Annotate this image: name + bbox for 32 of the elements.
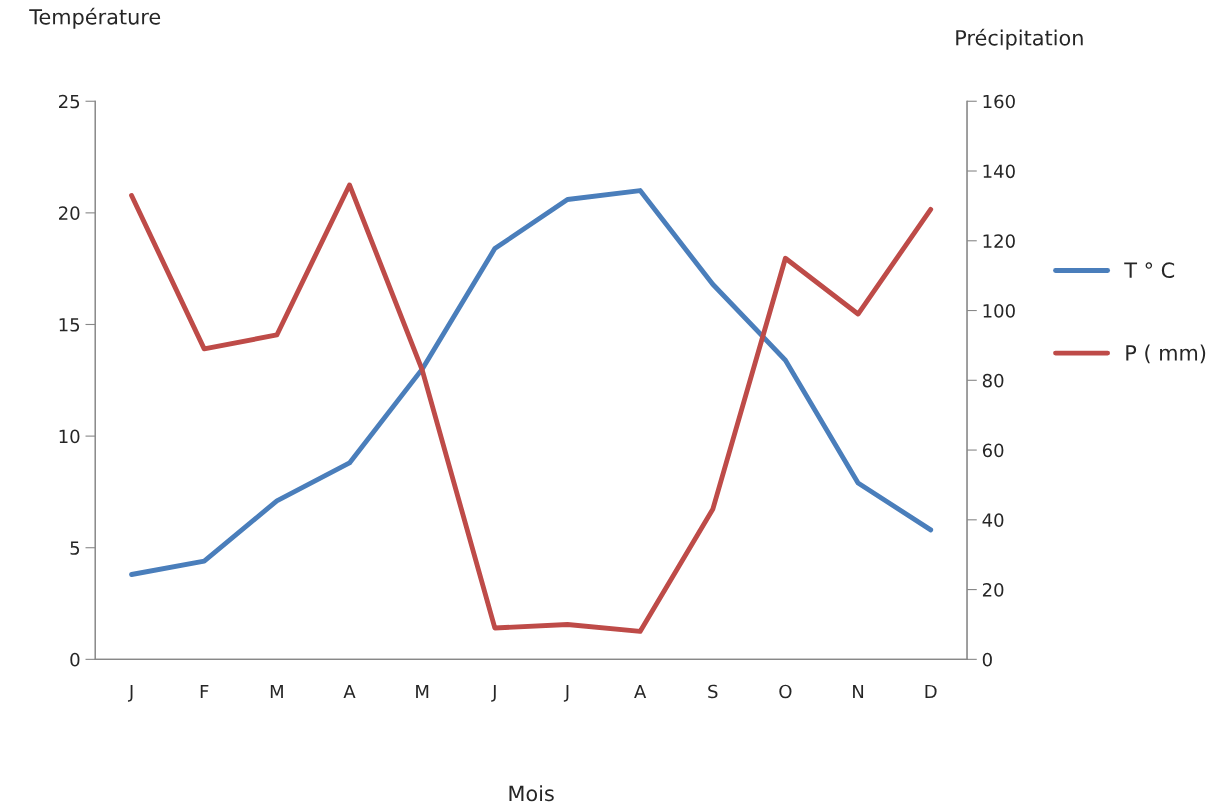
y-tick-label: 5: [70, 541, 80, 555]
y-tick-label: 10: [59, 429, 80, 444]
legend-label: T ° C: [1124, 262, 1175, 279]
x-tick-label: A: [343, 684, 356, 699]
x-tick-label: S: [708, 684, 718, 699]
x-tick-label: O: [779, 684, 792, 699]
x-tick-label: F: [200, 684, 209, 699]
x-tick-label: N: [853, 684, 864, 699]
y2-tick-label: 120: [983, 234, 1015, 248]
x-tick-label: M: [270, 684, 283, 699]
y2-axis-title: Précipitation: [956, 28, 1083, 50]
x-tick-label: A: [634, 684, 647, 699]
y2-tick-label: 140: [983, 164, 1015, 179]
y2-tick-label: 0: [982, 652, 992, 667]
x-axis-title: Mois: [509, 785, 554, 802]
y-tick-label: 0: [70, 652, 80, 667]
x-tick-label: J: [491, 684, 496, 702]
x-tick-label: J: [127, 684, 133, 702]
y2-tick-label: 80: [982, 373, 1004, 388]
y2-tick-label: 100: [983, 303, 1015, 318]
y-tick-label: 15: [59, 318, 80, 332]
y2-tick-label: 40: [982, 513, 1004, 527]
y2-tick-label: 20: [982, 583, 1004, 597]
x-tick-label: J: [563, 684, 569, 702]
y-axis-title: Température: [29, 7, 161, 29]
y-tick-label: 25: [59, 94, 80, 109]
y-tick-label: 20: [59, 206, 80, 220]
y2-tick-label: 60: [982, 443, 1004, 458]
legend-label: P ( mm): [1126, 344, 1206, 364]
x-tick-label: D: [925, 684, 937, 699]
y2-tick-label: 160: [983, 94, 1015, 109]
x-tick-label: M: [416, 684, 429, 699]
